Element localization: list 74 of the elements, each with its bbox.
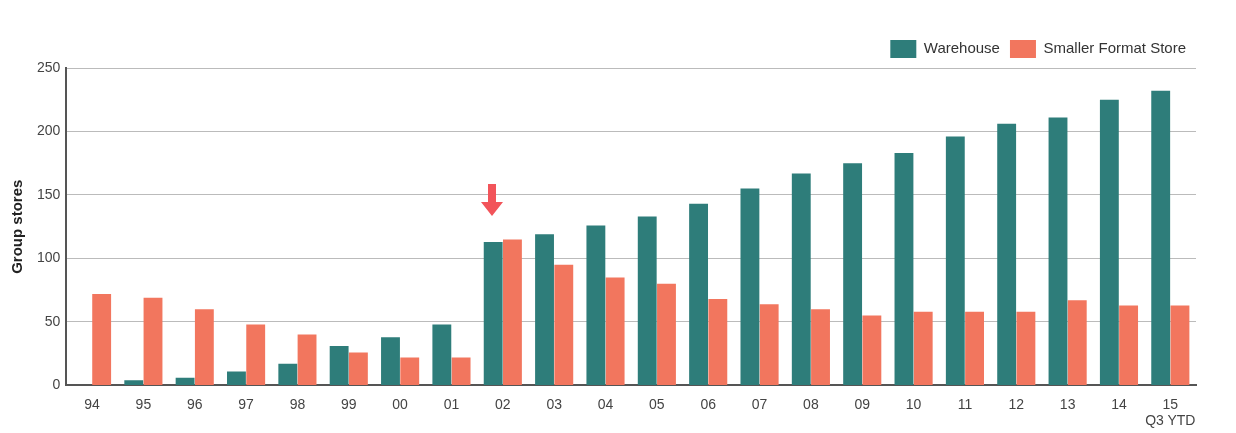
- x-tick-label: 09: [854, 395, 871, 412]
- x-tick-label: 10: [905, 395, 922, 412]
- bar: [862, 315, 882, 385]
- x-tick-label: 12: [1008, 395, 1025, 412]
- bar: [586, 225, 606, 385]
- bar: [143, 297, 163, 385]
- bar: [92, 293, 112, 385]
- bar: [194, 309, 214, 385]
- bar: [913, 311, 933, 385]
- x-tick-label: 98: [289, 395, 306, 412]
- bar: [1099, 99, 1119, 385]
- x-tick-label: 06: [700, 395, 717, 412]
- bar: [843, 163, 863, 385]
- bar: [124, 380, 144, 385]
- bar: [554, 264, 574, 385]
- y-tick-label: 50: [44, 312, 61, 329]
- y-axis-title: Group stores: [8, 179, 26, 274]
- y-tick-label: 250: [37, 58, 61, 75]
- y-tick-label: 100: [37, 249, 61, 266]
- bar: [175, 377, 195, 385]
- x-tick-label: 08: [803, 395, 819, 412]
- bar: [483, 241, 503, 385]
- bar: [451, 357, 471, 385]
- x-tick-label: 04: [597, 395, 614, 412]
- bar: [227, 371, 246, 385]
- x-tick-label: 14: [1111, 395, 1127, 412]
- bar: [1119, 305, 1139, 385]
- legend-label: Warehouse: [923, 39, 1000, 57]
- x-tick-label: 03: [546, 395, 563, 412]
- bar: [689, 203, 709, 385]
- bar: [945, 136, 965, 385]
- bar: [791, 173, 811, 385]
- bar: [246, 324, 266, 385]
- bar: [605, 277, 625, 385]
- bar: [1016, 311, 1036, 385]
- bar: [400, 357, 420, 385]
- x-tick-label: 96: [186, 395, 203, 412]
- x-tick-label: 97: [238, 395, 255, 412]
- bar: [894, 153, 914, 385]
- x-tick-label: 01: [443, 395, 460, 412]
- bar: [637, 216, 657, 385]
- x-tick-label: 95: [135, 395, 152, 412]
- bar: [381, 337, 400, 385]
- bar: [657, 283, 676, 385]
- bar: [1048, 117, 1068, 385]
- bar: [432, 324, 452, 385]
- x-tick-label: 15 Q3 YTD: [1145, 395, 1196, 429]
- x-tick-label: 94: [84, 395, 101, 412]
- x-tick-label: 99: [340, 395, 357, 412]
- bar: [1170, 305, 1190, 385]
- bar: [297, 334, 317, 385]
- bar: [278, 363, 298, 385]
- legend-label: Smaller Format Store: [1043, 39, 1187, 57]
- bar: [535, 234, 554, 385]
- bar: [759, 304, 779, 385]
- x-tick-label: 11: [957, 395, 973, 412]
- bar: [811, 309, 830, 385]
- bar: [965, 311, 984, 385]
- x-tick-label: 13: [1059, 395, 1076, 412]
- y-tick-label: 0: [52, 376, 61, 393]
- bar: [348, 352, 368, 385]
- bar: [708, 299, 728, 385]
- bar: [740, 188, 760, 385]
- bar: [997, 123, 1017, 385]
- bar: [1151, 90, 1171, 385]
- y-tick-label: 200: [37, 122, 61, 139]
- x-tick-label: 02: [495, 395, 511, 412]
- bar: [1067, 300, 1087, 385]
- x-tick-label: 05: [649, 395, 665, 412]
- x-tick-label: 00: [392, 395, 409, 412]
- bar: [503, 239, 522, 385]
- bar: [329, 346, 349, 385]
- x-tick-label: 07: [751, 395, 768, 412]
- y-tick-label: 150: [37, 185, 61, 202]
